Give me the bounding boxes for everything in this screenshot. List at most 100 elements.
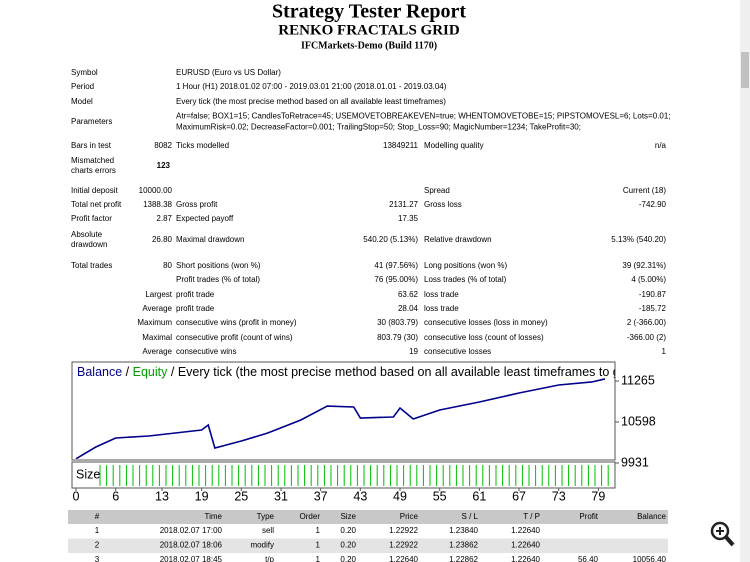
x-tick-label: 19 [195, 489, 209, 503]
stat-value: 41 (97.56%) [374, 261, 418, 270]
stat-value: 13849211 [383, 141, 419, 150]
stat-value: 28.04 [398, 304, 419, 313]
stat-label: profit trade [176, 304, 215, 313]
stat-label: Bars in test [71, 141, 112, 150]
zoom-button[interactable] [710, 521, 735, 547]
title: Strategy Tester Report [272, 1, 466, 23]
legend: Balance / Equity / Every tick (the most … [77, 365, 656, 379]
stat-value: 8082 [154, 141, 172, 150]
stat-label: consecutive losses (loss in money) [424, 318, 548, 327]
x-tick-label: 67 [512, 489, 526, 503]
cell: 0.20 [340, 541, 356, 550]
cell: 2018.02.07 17:00 [160, 526, 223, 535]
stat-label: Ticks modelled [176, 141, 229, 150]
cell: 0.20 [340, 555, 356, 562]
chart-frame [71, 361, 616, 461]
column-header: Profit [579, 512, 598, 521]
stat-label: consecutive wins (profit in money) [176, 318, 297, 327]
chart: Balance / Equity / Every tick (the most … [73, 365, 656, 503]
stat-value: 19 [409, 347, 418, 356]
column-header: Time [205, 512, 223, 521]
info-label: Period [71, 82, 94, 91]
info-value: Atr=false; BOX1=15; CandlesToRetrace=45;… [176, 112, 671, 121]
stat-label: loss trade [424, 304, 459, 313]
row-bg [68, 538, 668, 553]
stat-value: 123 [157, 161, 171, 170]
stat-value: Current (18) [623, 186, 666, 195]
stat-value: 17.35 [398, 214, 419, 223]
column-header: Price [400, 512, 419, 521]
stat-value: Average [142, 347, 172, 356]
stat-label: charts errors [71, 166, 116, 175]
x-tick-label: 55 [433, 489, 447, 503]
y-tick-label: 11265 [621, 373, 655, 387]
stat-label: Expected payoff [176, 214, 234, 223]
stat-value: 76 (95.00%) [374, 275, 418, 284]
stat-label: loss trade [424, 290, 459, 299]
column-header: Size [340, 512, 356, 521]
stat-value: 5.13% (540.20) [611, 235, 666, 244]
stat-value: 63.62 [398, 290, 419, 299]
stat-value: Largest [145, 290, 172, 299]
scrollbar[interactable] [740, 0, 750, 562]
info-value: Every tick (the most precise method base… [176, 97, 446, 106]
stat-value: 2.87 [156, 214, 172, 223]
cell: 1.22862 [449, 555, 478, 562]
cell: 1.22640 [511, 541, 540, 550]
info-value: EURUSD (Euro vs US Dollar) [176, 68, 281, 77]
stat-label: consecutive loss (count of losses) [424, 333, 544, 342]
stat-value: 540.20 (5.13%) [363, 235, 418, 244]
stat-label: Spread [424, 186, 450, 195]
stat-value: 30 (803.79) [377, 318, 418, 327]
stat-label: Total trades [71, 261, 112, 270]
stat-value: 26.80 [152, 235, 173, 244]
balance-line [75, 378, 606, 459]
stat-label: Initial deposit [71, 186, 118, 195]
cell: 1.22640 [511, 526, 540, 535]
column-header: Type [257, 512, 275, 521]
column-header: Balance [637, 512, 666, 521]
stat-label: Loss trades (% of total) [424, 275, 507, 284]
cell: 10056.40 [633, 555, 667, 562]
info-label: Parameters [71, 117, 112, 126]
x-tick-label: 43 [353, 489, 367, 503]
cell: 1.22922 [389, 526, 418, 535]
cell: 1.22922 [389, 541, 418, 550]
cell: 2018.02.07 18:06 [160, 541, 223, 550]
stat-label: Absolute [71, 230, 103, 239]
stat-value: Maximal [142, 333, 172, 342]
cell: 56.40 [578, 555, 599, 562]
subtitle: RENKO FRACTALS GRID [278, 22, 460, 38]
cell: 1.23862 [449, 541, 478, 550]
stat-label: drawdown [71, 240, 107, 249]
stat-label: Gross profit [176, 200, 218, 209]
stat-label: Gross loss [424, 200, 462, 209]
column-header: Order [300, 512, 321, 521]
cell: 2018.02.07 18:45 [160, 555, 223, 562]
stat-value: 39 (92.31%) [622, 261, 666, 270]
stat-value: 80 [163, 261, 172, 270]
stat-value: -190.87 [639, 290, 667, 299]
x-tick-label: 79 [591, 489, 605, 503]
x-tick-label: 0 [73, 489, 80, 503]
stat-value: 803.79 (30) [377, 333, 418, 342]
stat-label: Mismatched [71, 156, 114, 165]
legend-separator: / [126, 365, 130, 379]
stat-value: 1388.38 [143, 200, 172, 209]
cell: t/p [265, 555, 274, 562]
cell: sell [262, 526, 274, 535]
scroll-thumb[interactable] [741, 52, 749, 88]
cell: 0.20 [340, 526, 356, 535]
y-tick-label: 10598 [621, 414, 656, 428]
x-tick-label: 61 [472, 489, 486, 503]
stat-value: -366.00 (2) [627, 333, 666, 342]
size-label: Size [76, 467, 100, 481]
cell: 1.22640 [511, 555, 540, 562]
stat-label: consecutive wins [176, 347, 236, 356]
stat-value: Average [142, 304, 172, 313]
stat-label: Short positions (won %) [176, 261, 261, 270]
cell: 1 [316, 526, 321, 535]
stat-label: Profit trades (% of total) [176, 275, 260, 284]
stat-value: 4 (5.00%) [631, 275, 666, 284]
